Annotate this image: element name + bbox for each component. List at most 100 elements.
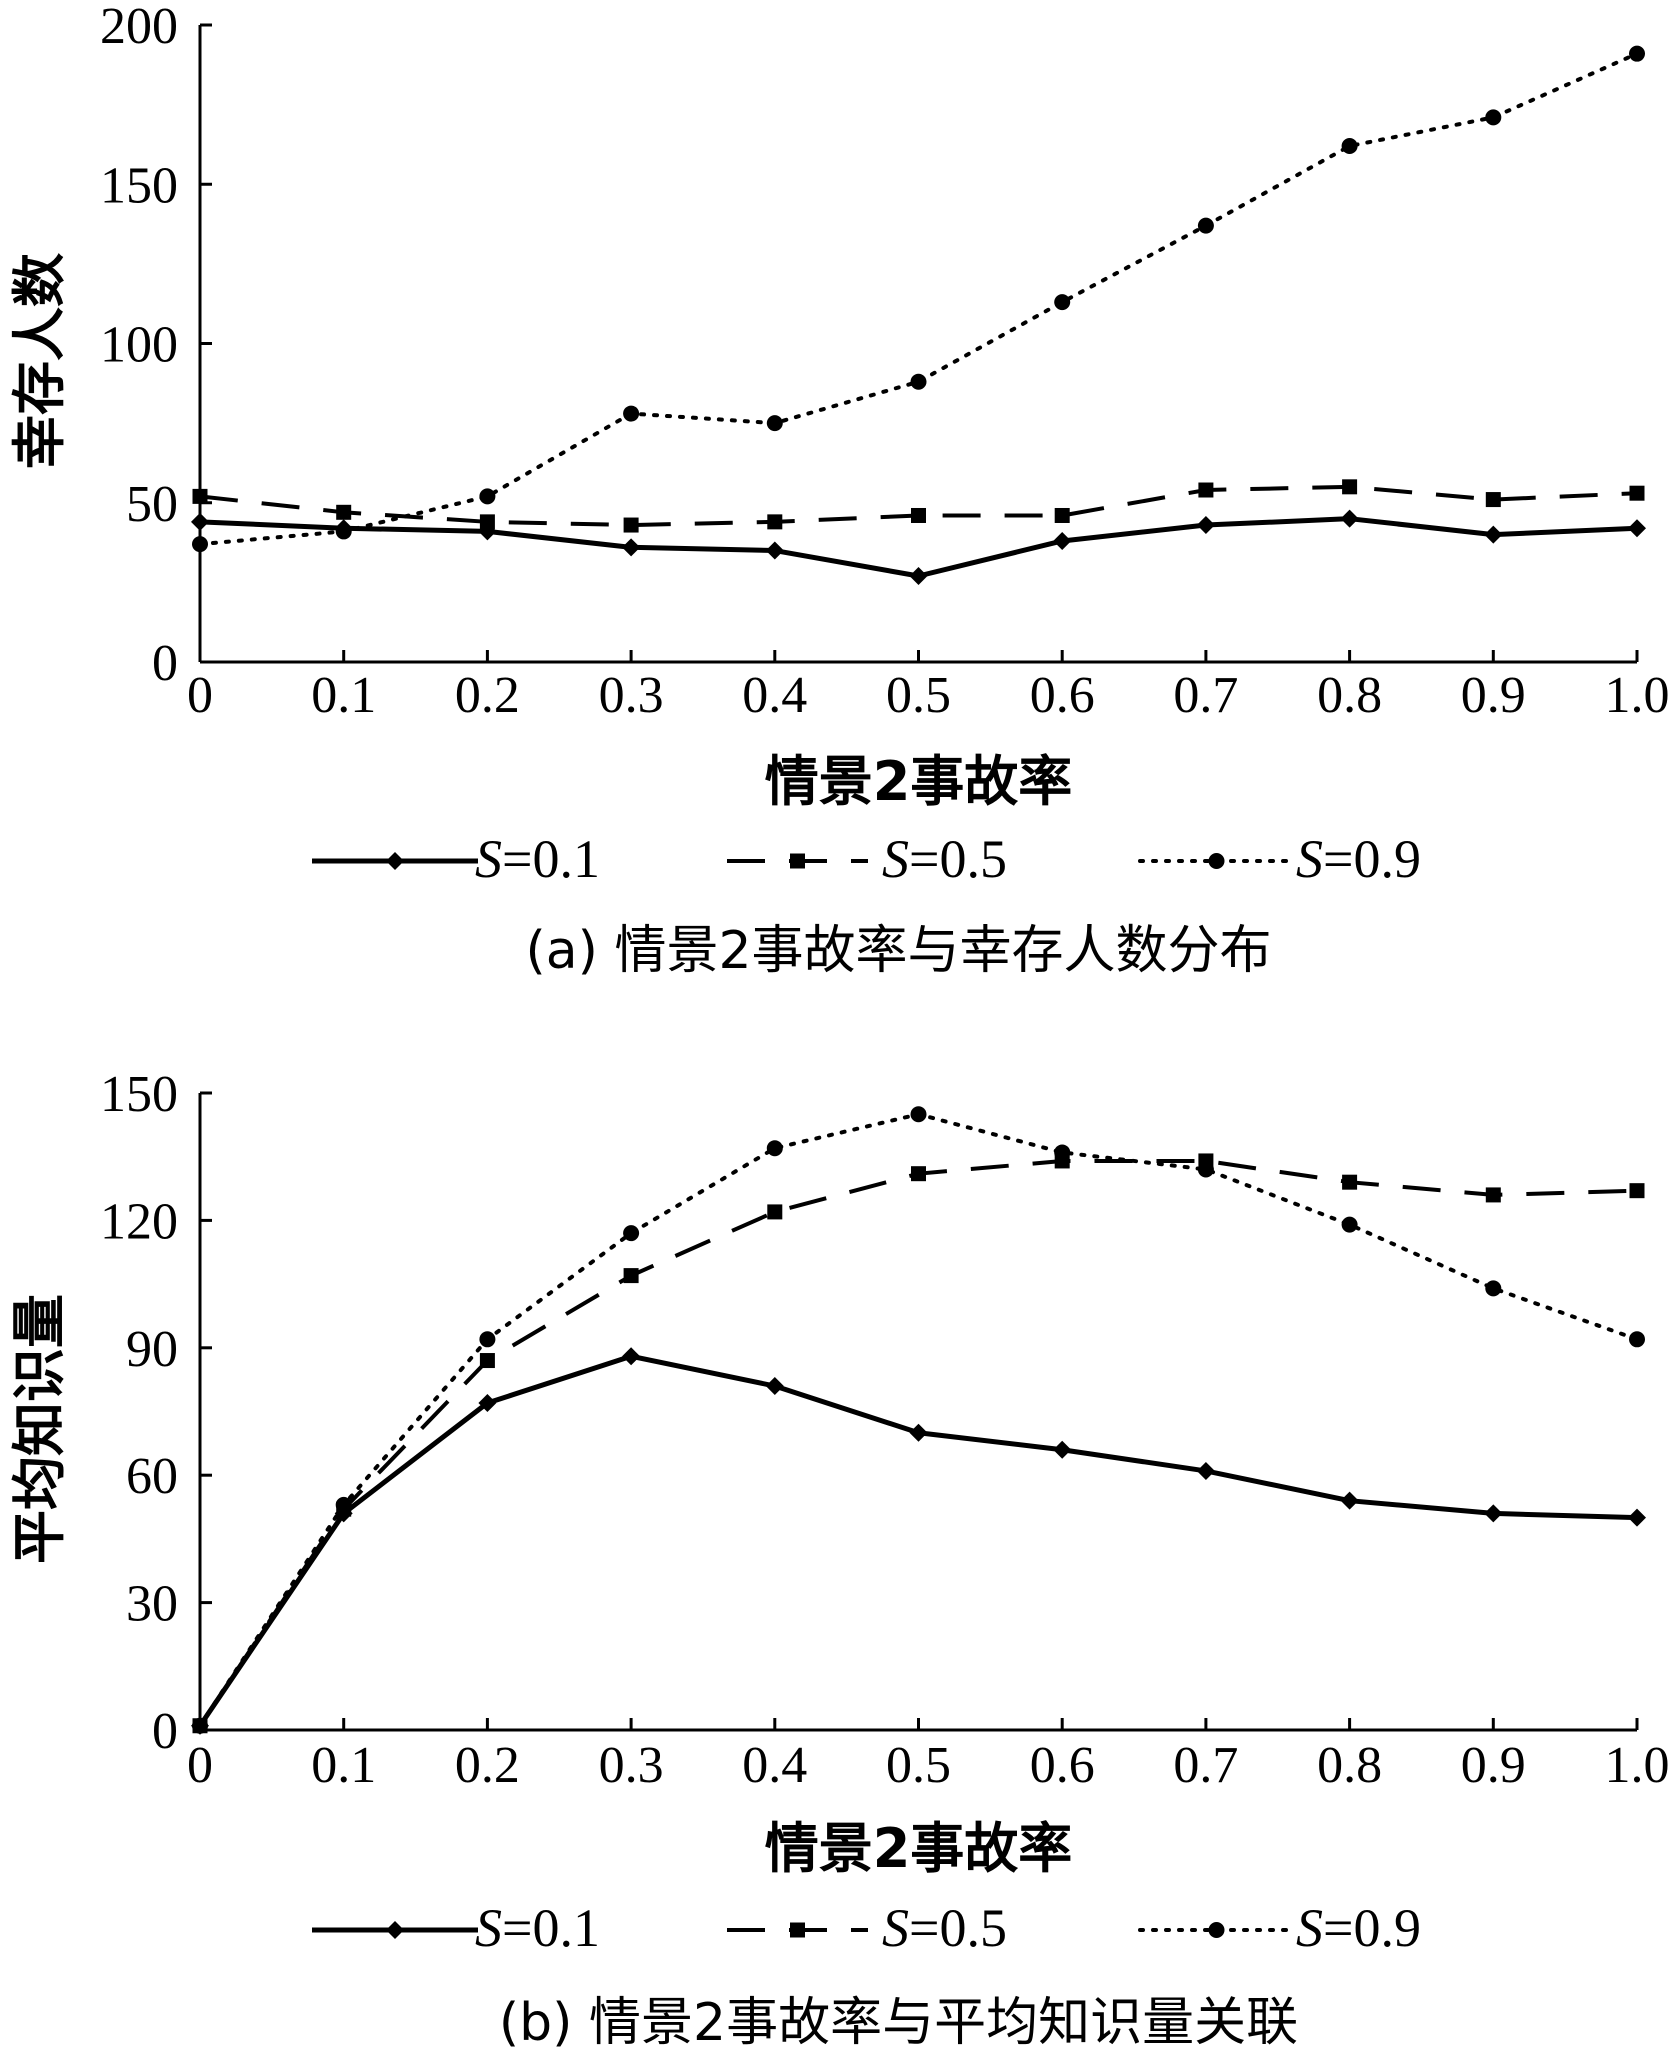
- data-point-circle: [192, 1717, 208, 1734]
- x-tick-label: 0.2: [455, 667, 520, 724]
- data-point-square: [479, 1353, 495, 1369]
- x-tick-label: 1.0: [1605, 667, 1670, 724]
- data-point-circle: [335, 523, 352, 540]
- legend-variable: S: [475, 829, 502, 889]
- data-point-diamond: [909, 567, 928, 586]
- y-tick-label: 90: [126, 1321, 178, 1378]
- data-point-square: [1485, 1187, 1501, 1203]
- data-point-diamond: [1340, 1491, 1359, 1510]
- data-point-circle: [910, 373, 927, 390]
- data-point-circle: [1197, 1161, 1214, 1178]
- series-line-square: [198, 1158, 1638, 1727]
- y-tick-label: 50: [126, 476, 178, 533]
- x-tick-label: 0.6: [1030, 1737, 1095, 1794]
- y-tick-label: 100: [100, 317, 178, 374]
- legend-value: =0.9: [1323, 829, 1421, 889]
- data-point-square: [623, 1268, 639, 1284]
- data-point-square: [911, 1166, 926, 1182]
- x-tick-label: 0.7: [1173, 667, 1238, 724]
- data-point-circle: [1341, 138, 1358, 155]
- y-tick-label: 200: [100, 0, 178, 55]
- data-point-circle: [1485, 1280, 1502, 1297]
- x-tick-label: 0.3: [599, 1737, 664, 1794]
- legend-label: S=0.1: [475, 1898, 600, 1958]
- data-point-circle: [479, 1331, 496, 1348]
- x-tick-label: 1.0: [1605, 1737, 1670, 1794]
- legend-variable: S: [882, 829, 909, 889]
- data-point-diamond: [1053, 531, 1072, 550]
- legend-value: =0.1: [502, 1898, 600, 1958]
- legend-label: S=0.9: [1296, 829, 1421, 889]
- data-point-circle: [1208, 853, 1225, 869]
- data-point-circle: [766, 415, 783, 432]
- data-point-diamond: [1484, 525, 1503, 544]
- data-point-diamond: [478, 1394, 497, 1413]
- data-point-diamond: [1628, 1508, 1646, 1527]
- data-point-diamond: [1053, 1440, 1072, 1459]
- x-tick-label: 0.5: [886, 667, 951, 724]
- x-tick-label: 0.8: [1317, 667, 1382, 724]
- data-point-square: [1629, 485, 1645, 501]
- data-point-square: [767, 514, 783, 530]
- x-tick-label: 0.3: [599, 667, 664, 724]
- data-point-square: [623, 517, 639, 533]
- y-tick-label: 120: [100, 1193, 178, 1250]
- legend-label: S=0.1: [475, 829, 600, 889]
- data-point-circle: [1197, 217, 1214, 234]
- y-tick-label: 0: [152, 1703, 178, 1760]
- data-point-diamond: [1340, 509, 1359, 528]
- data-point-circle: [623, 405, 640, 422]
- data-point-circle: [192, 536, 208, 553]
- data-point-circle: [766, 1140, 783, 1157]
- x-tick-label: 0: [187, 1737, 213, 1794]
- data-point-square: [192, 488, 208, 504]
- legend-variable: S: [1296, 1898, 1323, 1958]
- y-tick-label: 0: [152, 635, 178, 692]
- data-point-diamond: [1484, 1504, 1503, 1523]
- series-line-circle: [198, 51, 1639, 547]
- data-point-circle: [1054, 1144, 1071, 1161]
- x-tick-label: 0.6: [1030, 667, 1095, 724]
- data-point-circle: [1341, 1216, 1358, 1233]
- data-point-diamond: [1196, 516, 1215, 535]
- data-point-square: [767, 1204, 783, 1220]
- x-tick-label: 0.1: [311, 667, 376, 724]
- x-tick-label: 0.4: [742, 1737, 807, 1794]
- legend-value: =0.9: [1323, 1898, 1421, 1958]
- legend-variable: S: [1296, 829, 1323, 889]
- x-axis-label: 情景2事故率: [765, 750, 1073, 813]
- data-point-square: [1342, 479, 1358, 495]
- data-point-square: [1054, 507, 1070, 523]
- x-tick-label: 0.5: [886, 1737, 951, 1794]
- data-point-diamond: [1196, 1461, 1215, 1480]
- data-point-square: [790, 853, 805, 869]
- data-point-diamond: [1628, 519, 1646, 538]
- data-point-diamond: [191, 512, 209, 531]
- y-tick-label: 150: [100, 1066, 178, 1123]
- chart-caption: (b) 情景2事故率与平均知识量关联: [499, 1993, 1298, 2053]
- x-tick-label: 0.4: [742, 667, 807, 724]
- x-axis-label: 情景2事故率: [765, 1817, 1073, 1880]
- legend-label: S=0.9: [1296, 1898, 1421, 1958]
- y-axis-label: 平均知识量: [8, 1294, 71, 1564]
- data-point-circle: [1208, 1922, 1225, 1938]
- data-point-square: [1629, 1183, 1645, 1199]
- data-point-diamond: [909, 1423, 928, 1442]
- chart-panel-b: 0 30 60 90 120 150 0 0.1 0.2 0.3 0.4 0.5 0.6 0.7 0.8 0.…: [8, 1066, 1670, 2053]
- data-point-circle: [335, 1496, 352, 1513]
- legend-label: S=0.5: [882, 1898, 1007, 1958]
- legend-variable: S: [475, 1898, 502, 1958]
- legend: S=0.1 S=0.5 S=0.9: [312, 829, 1421, 889]
- data-point-square: [479, 514, 495, 530]
- data-point-circle: [479, 488, 496, 505]
- chart-caption: (a) 情景2事故率与幸存人数分布: [525, 921, 1271, 981]
- legend-value: =0.5: [909, 829, 1007, 889]
- x-tick-label: 0.9: [1461, 1737, 1526, 1794]
- legend-value: =0.5: [909, 1898, 1007, 1958]
- data-point-diamond: [765, 1377, 784, 1396]
- y-tick-label: 30: [126, 1576, 178, 1633]
- x-tick-label: 0.7: [1173, 1737, 1238, 1794]
- data-point-diamond: [622, 538, 641, 557]
- y-axis-label: 幸存人数: [8, 253, 71, 469]
- data-point-square: [911, 507, 926, 523]
